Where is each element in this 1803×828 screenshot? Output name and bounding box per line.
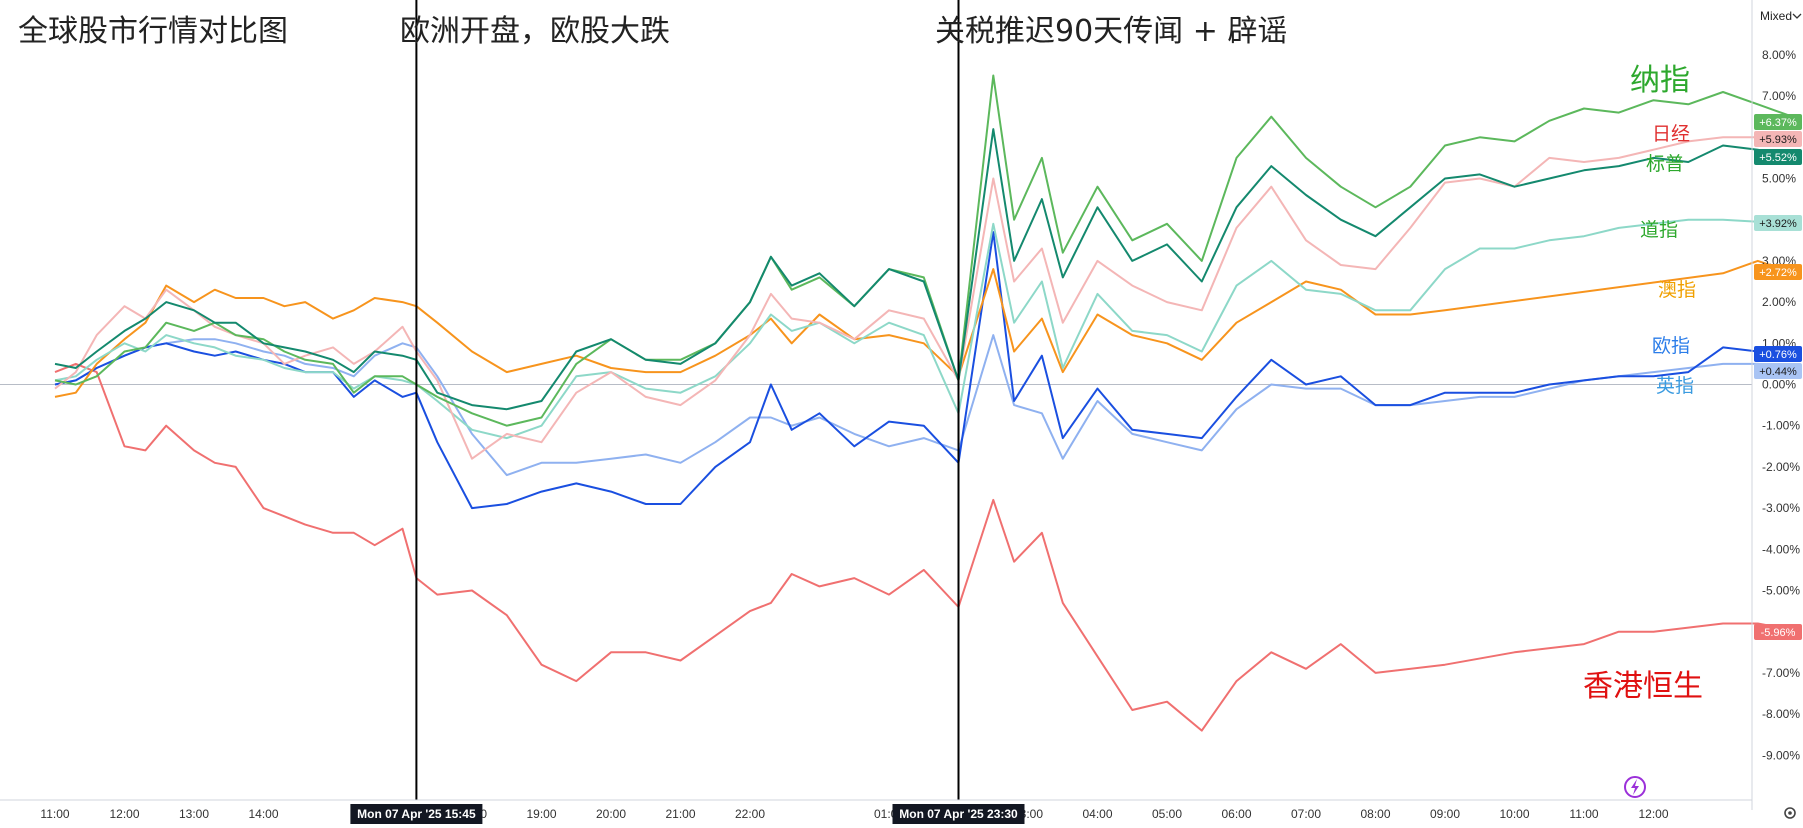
- x-tick-label: 10:00: [1499, 807, 1529, 821]
- badge-box-2: [1754, 149, 1802, 165]
- series-line-7: [54, 362, 1793, 732]
- x-tick-label: 13:00: [179, 807, 209, 821]
- series-line-2: [54, 128, 1793, 411]
- x-tick-label: 12:00: [1638, 807, 1668, 821]
- x-tick-label: 05:00: [1152, 807, 1182, 821]
- y-tick-label: -4.00%: [1762, 542, 1800, 556]
- badge-text-4: +2.72%: [1759, 267, 1797, 279]
- session-marker-label-1: Mon 07 Apr '25 23:30: [899, 807, 1018, 821]
- badge-text-7: -5.96%: [1761, 627, 1796, 639]
- lightning-icon[interactable]: [1624, 776, 1646, 798]
- x-tick-label: 21:00: [665, 807, 695, 821]
- badge-text-5: +0.76%: [1759, 349, 1797, 361]
- session-marker-label-0: Mon 07 Apr '25 15:45: [357, 807, 476, 821]
- session-markers: Mon 07 Apr '25 15:45 Mon 07 Apr '25 23:30: [350, 804, 1025, 824]
- y-tick-label: -7.00%: [1762, 666, 1800, 680]
- badge-box-0: [1754, 114, 1802, 130]
- y-tick-label: -5.00%: [1762, 584, 1800, 598]
- scale-mode-label[interactable]: Mixed: [1760, 9, 1792, 23]
- panel-title-global: 全球股市行情对比图: [18, 14, 288, 49]
- y-tick-label: 8.00%: [1762, 48, 1796, 62]
- y-tick-label: -1.00%: [1762, 419, 1800, 433]
- series-line-6: [54, 334, 1793, 477]
- badge-text-2: +5.52%: [1759, 152, 1797, 164]
- y-tick-label: -8.00%: [1762, 707, 1800, 721]
- y-tick-label: 7.00%: [1762, 89, 1796, 103]
- series-label-6: 英指: [1656, 375, 1694, 397]
- badge-text-1: +5.93%: [1759, 134, 1797, 146]
- badge-box-1: [1754, 131, 1802, 147]
- badge-text-0: +6.37%: [1759, 117, 1797, 129]
- series-label-2: 标普: [1646, 153, 1684, 175]
- scale-mode-selector[interactable]: Mixed: [1760, 9, 1802, 23]
- session-dividers: [415, 0, 960, 800]
- series-line-0: [54, 74, 1793, 427]
- x-tick-label: 11:00: [1569, 807, 1598, 821]
- x-tick-label: 04:00: [1082, 807, 1112, 821]
- y-tick-label: -2.00%: [1762, 460, 1800, 474]
- badge-text-6: +0.44%: [1759, 366, 1797, 378]
- badge-box-3: [1754, 215, 1802, 231]
- settings-gear-icon[interactable]: [1784, 807, 1796, 819]
- x-tick-label: 12:00: [109, 807, 139, 821]
- x-tick-label: 20:00: [596, 807, 626, 821]
- y-tick-label: -9.00%: [1762, 748, 1800, 762]
- y-tick-label: 2.00%: [1762, 295, 1796, 309]
- session-marker-box-0: [350, 804, 483, 824]
- x-tick-label: 14:00: [248, 807, 278, 821]
- y-tick-label: 0.00%: [1762, 378, 1796, 392]
- last-value-badges: +6.37% +5.93% +5.52% +3.92% +2.72% +0.76% +0.4…: [1754, 114, 1802, 640]
- x-tick-label: 08:00: [1360, 807, 1390, 821]
- series-line-4: [54, 259, 1793, 398]
- badge-text-3: +3.92%: [1759, 218, 1797, 230]
- series-label-4: 澳指: [1658, 279, 1696, 301]
- x-tick-label: 07:00: [1291, 807, 1321, 821]
- badge-box-7: [1754, 624, 1802, 640]
- chevron-down-icon[interactable]: [1792, 13, 1802, 19]
- series-line-5: [54, 231, 1793, 510]
- series-label-5: 欧指: [1652, 335, 1690, 357]
- x-tick-label: 19:00: [526, 807, 556, 821]
- badge-box-6: [1754, 363, 1802, 379]
- badge-box-4: [1754, 264, 1802, 280]
- x-tick-label: 22:00: [735, 807, 765, 821]
- series-label-3: 道指: [1640, 219, 1678, 241]
- panel-titles: 全球股市行情对比图 欧洲开盘，欧股大跌 关税推迟90天传闻 + 辟谣: [18, 14, 1287, 49]
- panel-title-europe-open: 欧洲开盘，欧股大跌: [400, 14, 670, 49]
- y-tick-label: 5.00%: [1762, 172, 1796, 186]
- y-tick-label: -3.00%: [1762, 501, 1800, 515]
- series-label-7: 香港恒生: [1583, 669, 1703, 704]
- series-label-1: 日经: [1652, 123, 1690, 145]
- badge-box-5: [1754, 346, 1802, 362]
- series-label-0: 纳指: [1630, 63, 1690, 98]
- series-layer: [54, 74, 1796, 732]
- session-marker-box-1: [892, 804, 1025, 824]
- panel-title-tariff-rumor: 关税推迟90天传闻 + 辟谣: [935, 14, 1287, 49]
- series-line-1: [54, 136, 1793, 460]
- x-tick-label: 06:00: [1221, 807, 1251, 821]
- x-tick-label: 11:00: [40, 807, 69, 821]
- x-tick-label: 09:00: [1430, 807, 1460, 821]
